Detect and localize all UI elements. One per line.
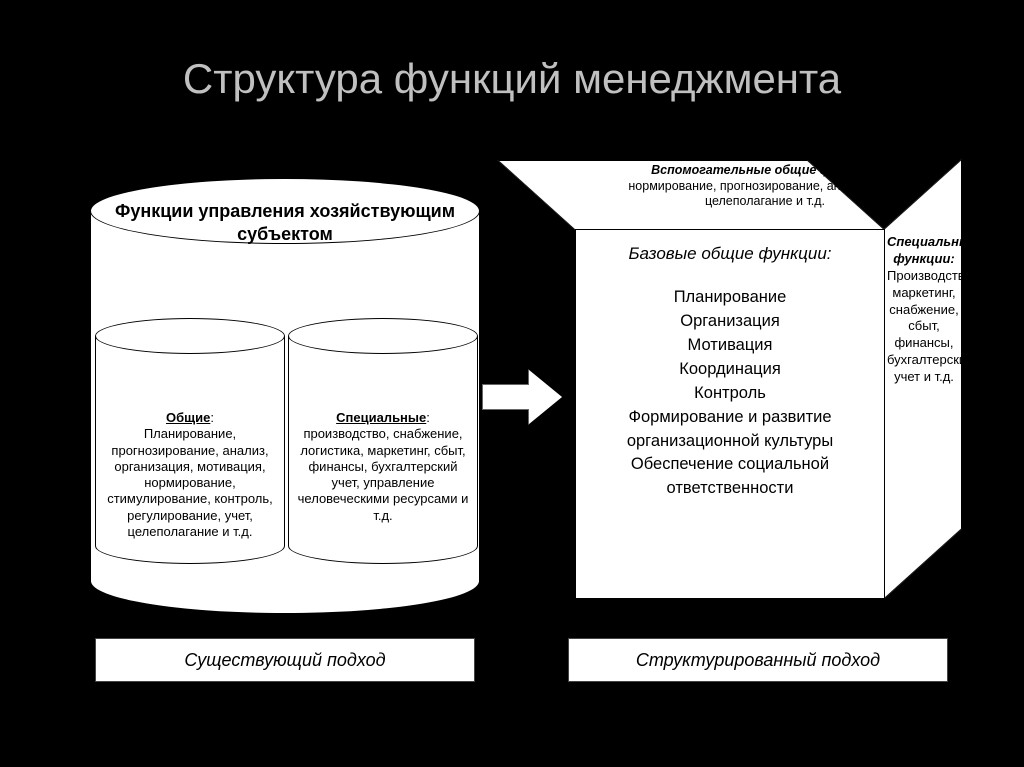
cube-structured-approach: Базовые общие функции: ПланированиеОрган… bbox=[575, 160, 965, 600]
cube-front-face: Базовые общие функции: ПланированиеОрган… bbox=[575, 229, 885, 599]
slide-title: Структура функций менеджмента bbox=[0, 55, 1024, 103]
inner-cylinder-general: Общие: Планирование, прогнозирование, ан… bbox=[95, 318, 285, 568]
inner-cylinder-special: Специальные: производство, снабжение, ло… bbox=[288, 318, 478, 568]
cube-right-label: Специальные функции: Производство, марке… bbox=[887, 234, 961, 386]
cube-top-label: Вспомогательные общие функции: нормирова… bbox=[615, 163, 915, 210]
cylinder-existing-approach: Функции управления хозяйствующим субъект… bbox=[90, 178, 480, 598]
cube-front-heading: Базовые общие функции: bbox=[576, 244, 884, 264]
inner-cylinder-special-label: Специальные: производство, снабжение, ло… bbox=[294, 410, 472, 524]
arrow-icon bbox=[482, 370, 562, 424]
caption-structured: Структурированный подход bbox=[568, 638, 948, 682]
caption-existing: Существующий подход bbox=[95, 638, 475, 682]
inner-cylinder-general-label: Общие: Планирование, прогнозирование, ан… bbox=[101, 410, 279, 540]
cube-front-body: ПланированиеОрганизацияМотивацияКоордина… bbox=[576, 286, 884, 501]
cylinder-title: Функции управления хозяйствующим субъект… bbox=[90, 200, 480, 245]
